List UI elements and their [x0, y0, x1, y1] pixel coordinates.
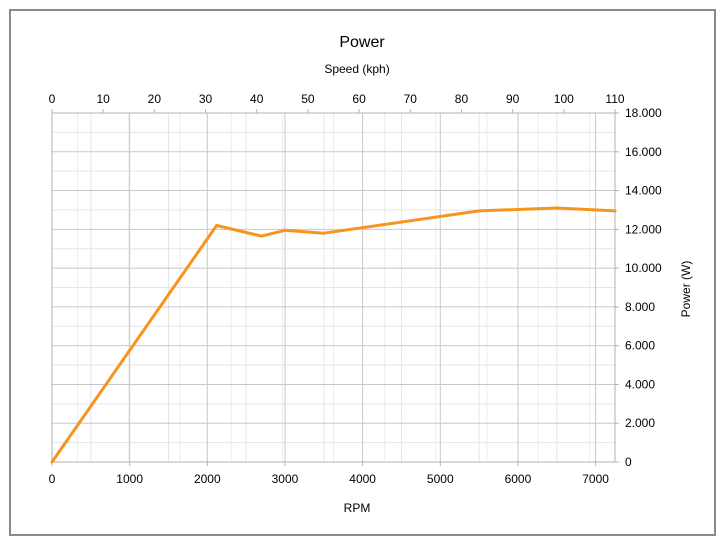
minor-gridlines	[52, 113, 615, 462]
x2-tick-label: 70	[404, 92, 418, 106]
x-axis-title: RPM	[344, 501, 371, 515]
x-tick-label: 1000	[116, 472, 143, 486]
right-axis-ticks: 0 2.000 4.000 6.000 8.000 10.000 12.000 14.000 1…	[615, 106, 662, 469]
major-gridlines	[51, 112, 615, 463]
power-series-line	[50, 206, 617, 464]
x2-tick-label: 110	[605, 92, 624, 106]
x-tick-label: 5000	[427, 472, 454, 486]
y-tick-label: 4.000	[625, 377, 655, 391]
x2-tick-label: 40	[250, 92, 264, 106]
y-tick-label: 12.000	[625, 222, 662, 236]
y-tick-label: 10.000	[625, 261, 662, 275]
x2-tick-label: 90	[506, 92, 520, 106]
y-tick-label: 6.000	[625, 339, 655, 353]
y-tick-label: 0	[625, 455, 632, 469]
x2-tick-label: 30	[199, 92, 213, 106]
x-tick-label: 0	[49, 472, 56, 486]
x-tick-label: 2000	[194, 472, 221, 486]
x-tick-label: 7000	[582, 472, 609, 486]
x2-tick-label: 60	[352, 92, 366, 106]
y-tick-label: 14.000	[625, 184, 662, 198]
chart-title: Power	[339, 34, 385, 51]
y-axis-title: Power (W)	[679, 261, 693, 318]
x2-tick-label: 100	[554, 92, 574, 106]
y-tick-label: 2.000	[625, 416, 655, 430]
y-tick-label: 8.000	[625, 300, 655, 314]
series-layer	[50, 206, 617, 464]
x2-tick-label: 80	[455, 92, 469, 106]
x2-tick-label: 20	[148, 92, 162, 106]
top-axis-title: Speed (kph)	[324, 62, 389, 76]
x2-tick-label: 0	[49, 92, 56, 106]
x2-tick-label: 10	[97, 92, 111, 106]
x-tick-label: 4000	[349, 472, 376, 486]
x-tick-label: 6000	[505, 472, 532, 486]
top-axis-ticks: 0 10 20 30 40 50 60 70 80 90 100 110	[49, 92, 625, 113]
x-tick-label: 3000	[272, 472, 299, 486]
x2-tick-label: 50	[301, 92, 315, 106]
plot-area-border	[51, 112, 616, 463]
bottom-axis-ticks: 0 1000 2000 3000 4000 5000 6000 7000	[49, 462, 609, 486]
y-tick-label: 18.000	[625, 106, 662, 120]
y-tick-label: 16.000	[625, 145, 662, 159]
